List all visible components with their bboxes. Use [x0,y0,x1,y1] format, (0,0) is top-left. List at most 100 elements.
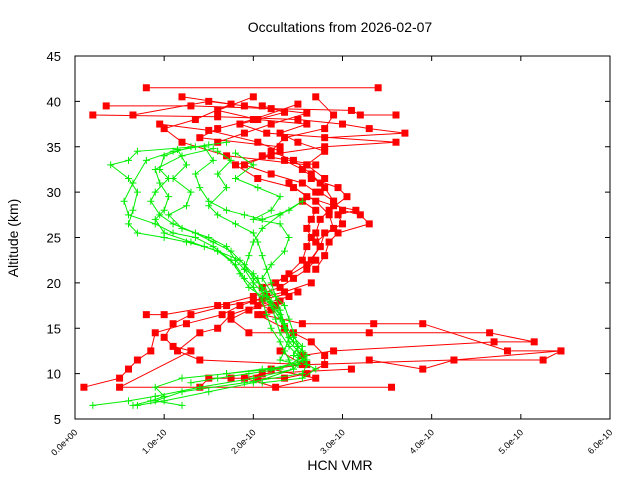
data-point [142,156,150,164]
data-point [133,229,141,237]
data-point [312,93,320,101]
data-point [281,108,289,116]
data-point [89,401,97,409]
data-point [142,84,150,92]
data-point [303,193,311,201]
data-point [276,338,284,346]
data-point [191,170,199,178]
data-point [169,147,177,155]
data-point [334,184,342,192]
red-profiles-line-17 [119,291,392,388]
data-point [182,161,190,169]
data-point [294,288,302,296]
data-point [129,111,137,119]
y-tick-label: 5 [54,412,61,427]
data-point [303,351,311,359]
data-point [187,379,195,387]
y-tick-label: 20 [47,276,61,291]
data-point [267,147,275,155]
data-point [267,288,275,296]
data-point [258,379,266,387]
data-point [169,320,177,328]
data-point [214,324,222,332]
data-point [330,111,338,119]
data-point [356,211,364,219]
data-point [187,188,195,196]
y-tick-label: 25 [47,231,61,246]
data-point [303,261,311,269]
data-point [307,170,315,178]
x-tick-label: 4.0e-10 [407,427,436,456]
data-point [321,361,329,369]
data-point [254,311,262,319]
data-point [289,156,297,164]
data-point [285,315,293,323]
data-point [191,116,199,124]
data-point [486,329,494,337]
series-red-profiles [80,84,565,391]
data-point [316,188,324,196]
data-point [196,184,204,192]
data-point [330,347,338,355]
data-point [267,365,275,373]
data-point [347,365,355,373]
data-point [321,125,329,133]
data-point [205,197,213,205]
data-point [254,274,262,282]
data-point [182,202,190,210]
data-point [365,125,373,133]
data-point [267,279,275,287]
data-point [258,311,266,319]
data-point [258,252,266,260]
data-point [281,274,289,282]
x-tick-label: 0.0e+00 [49,427,79,457]
data-point [169,175,177,183]
data-point [249,229,257,237]
data-point [151,165,159,173]
data-point [196,356,204,364]
data-point [187,143,195,151]
data-point [388,383,396,391]
data-point [89,111,97,119]
data-point [294,116,302,124]
data-point [187,347,195,355]
data-point [263,311,271,319]
data-point [151,383,159,391]
data-point [298,197,306,205]
data-point [205,126,213,134]
data-point [281,134,289,142]
data-point [187,238,195,246]
data-point [227,315,235,323]
data-point [267,302,275,310]
data-point [289,365,297,373]
data-point [401,129,409,137]
data-point [245,306,253,314]
y-tick-label: 35 [47,140,61,155]
data-point [214,211,222,219]
data-point [267,170,275,178]
data-point [276,311,284,319]
data-point [321,143,329,151]
data-point [223,302,231,310]
data-point [178,93,186,101]
data-point [303,265,311,273]
x-axis-label: HCN VMR [307,457,372,473]
data-point [116,374,124,382]
data-point [214,125,222,133]
series-green-profiles [89,138,320,409]
data-point [147,197,155,205]
chart-title: Occultations from 2026-02-07 [248,19,433,35]
data-point [298,320,306,328]
data-point [276,193,284,201]
x-tick-label: 2.0e-10 [229,427,258,456]
data-point [214,138,222,146]
data-point [263,129,271,137]
data-point [303,120,311,128]
data-point [339,120,346,128]
data-point [298,165,306,173]
data-point [312,229,320,237]
data-point [205,141,213,149]
data-point [223,206,231,214]
red-profiles-line-14 [262,178,348,288]
data-point [258,152,266,160]
